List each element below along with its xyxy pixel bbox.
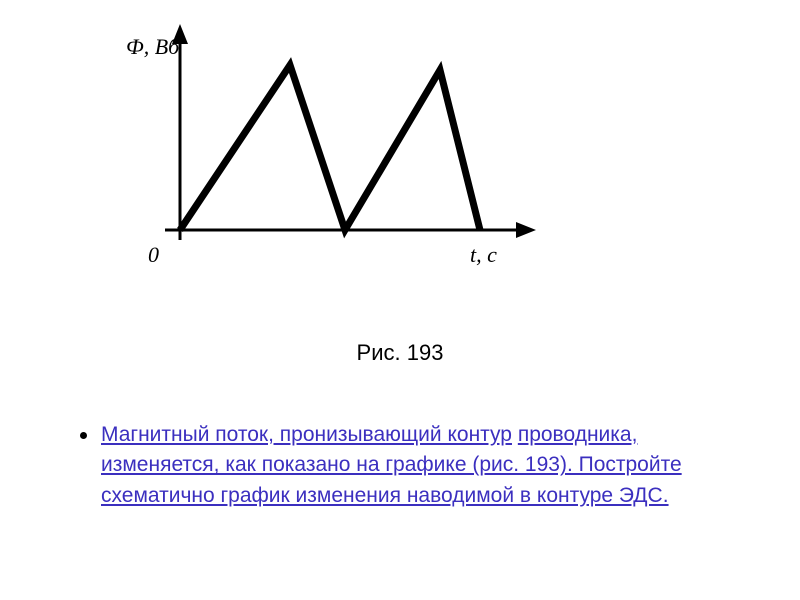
flux-chart: Ф, Вб 0 t, c xyxy=(120,20,550,320)
bullet-block: Магнитный поток, пронизывающий контур пр… xyxy=(80,420,720,511)
bullet-link-1[interactable]: Магнитный поток, пронизывающий контур xyxy=(101,423,512,446)
y-axis-label: Ф, Вб xyxy=(126,34,179,60)
list-item: Магнитный поток, пронизывающий контур пр… xyxy=(80,420,720,511)
page: Ф, Вб 0 t, c Рис. 193 Магнитный поток, п… xyxy=(0,0,800,600)
flux-waveform xyxy=(180,65,480,230)
bullet-dot-icon xyxy=(80,432,87,439)
bullet-text: Магнитный поток, пронизывающий контур пр… xyxy=(101,420,720,511)
origin-label: 0 xyxy=(148,242,159,268)
x-axis-label: t, c xyxy=(470,242,497,268)
x-axis-arrow xyxy=(516,222,536,238)
figure-caption: Рис. 193 xyxy=(0,340,800,366)
chart-svg xyxy=(120,20,550,320)
